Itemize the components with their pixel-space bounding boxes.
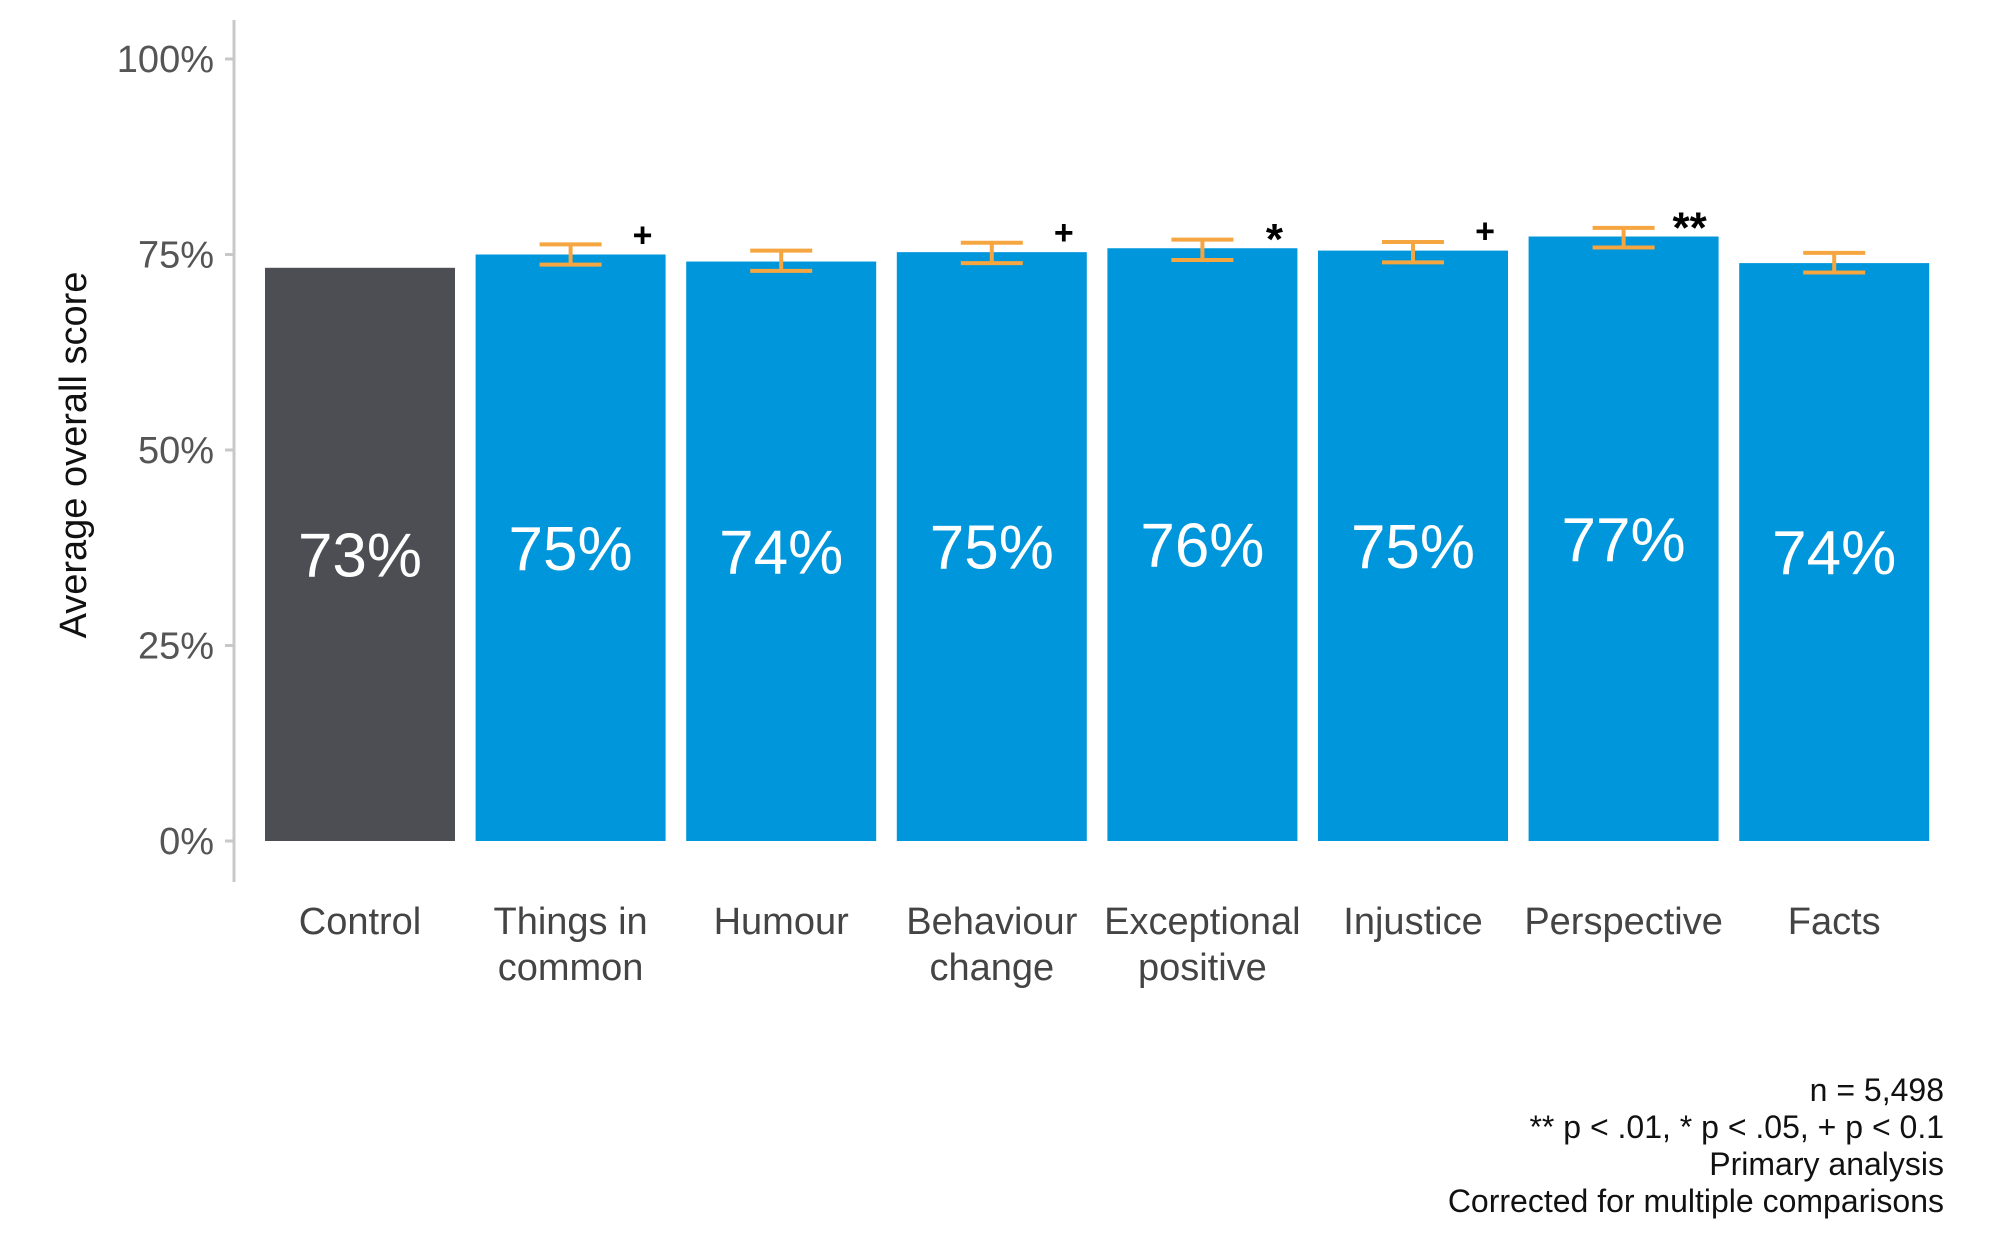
bar — [475, 254, 666, 841]
bar-value-label: 73% — [298, 521, 422, 590]
analysis-type-note: Primary analysis — [1709, 1146, 1944, 1182]
error-bar — [960, 240, 1023, 266]
bars: 73% 75% +74% 75% +76% * 75% +77% ** 74% — [265, 204, 1930, 842]
bar — [1318, 250, 1508, 842]
x-tick-label: Humour — [714, 901, 849, 943]
x-tick-label: Injustice — [1343, 901, 1482, 943]
bar-value-label: 75% — [930, 514, 1054, 583]
y-tick-label: 100% — [117, 39, 214, 81]
x-axis: Control Things in common Humour Behaviour cha… — [299, 901, 1881, 989]
bar — [686, 261, 877, 842]
error-bar — [1171, 237, 1234, 262]
bar-value-label: 75% — [1351, 513, 1475, 582]
bar-value-label: 76% — [1140, 512, 1264, 581]
error-bar — [1803, 250, 1866, 275]
significance-marker: ** — [1672, 204, 1707, 253]
significance-marker: + — [1475, 213, 1495, 251]
x-tick-label: Perspective — [1524, 901, 1723, 943]
significance-marker: * — [1266, 215, 1284, 264]
y-tick-label: 0% — [159, 821, 214, 863]
bar-value-label: 74% — [719, 518, 843, 587]
bar — [1528, 236, 1719, 841]
x-tick-label: Facts — [1788, 901, 1881, 943]
y-axis: 0% 25% 50% 75% 100% Average overall score — [53, 20, 236, 882]
bar — [1739, 263, 1930, 841]
bar-value-label: 74% — [1772, 519, 1896, 588]
bar — [896, 252, 1087, 842]
bar-value-label: 75% — [509, 515, 633, 584]
error-bar — [539, 242, 602, 267]
y-tick-label: 75% — [138, 235, 214, 277]
significance-marker: + — [633, 217, 653, 255]
correction-note: Corrected for multiple comparisons — [1447, 1183, 1944, 1219]
y-tick-label: 50% — [138, 430, 214, 472]
sample-size-note: n = 5,498 — [1809, 1072, 1944, 1108]
y-tick-label: 25% — [138, 626, 214, 668]
error-bar — [1382, 239, 1444, 265]
bar-value-label: 77% — [1562, 506, 1686, 575]
footnote: n = 5,498 ** p < .01, * p < .05, + p < 0… — [1448, 1072, 1944, 1220]
x-tick-label: Control — [299, 901, 422, 943]
y-axis-title: Average overall score — [53, 272, 95, 639]
error-bar — [750, 248, 813, 273]
bar — [265, 267, 455, 841]
error-bar — [1592, 225, 1655, 250]
x-tick-label: Exceptional positive — [1104, 901, 1300, 989]
bar — [1107, 248, 1298, 841]
x-tick-label: Things in common — [493, 901, 647, 989]
significance-legend-note: ** p < .01, * p < .05, + p < 0.1 — [1529, 1109, 1944, 1145]
x-tick-label: Behaviour change — [906, 901, 1077, 989]
significance-marker: + — [1054, 214, 1074, 252]
